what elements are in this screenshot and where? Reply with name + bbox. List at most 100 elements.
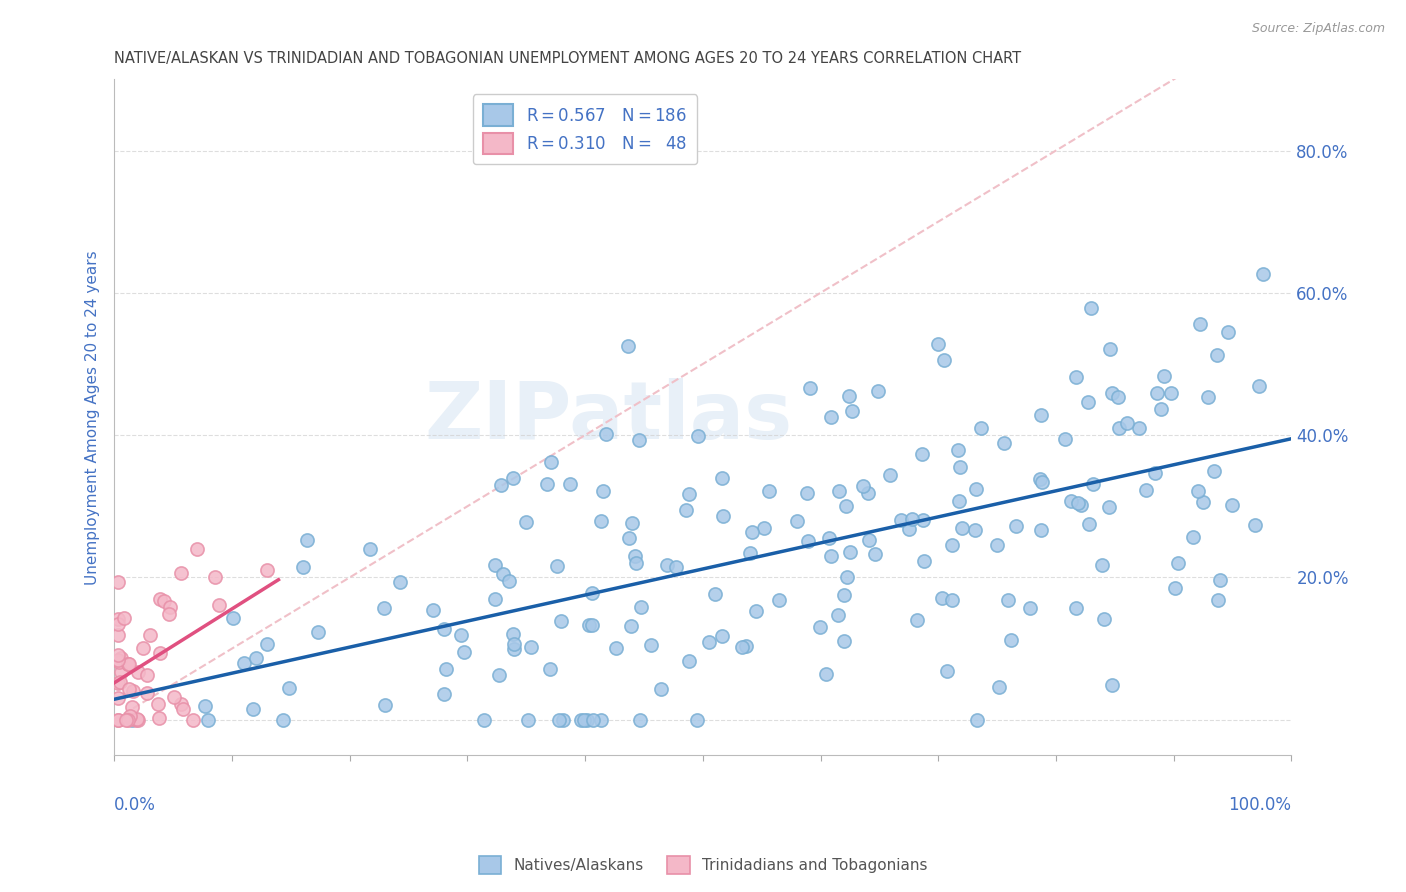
Point [1144,466,1167,480]
Point [1083,477,1105,491]
Point [834,500,856,514]
Point [838,389,860,403]
Point [127,665,149,680]
Point [796,533,818,548]
Point [879,467,901,482]
Point [472,713,495,727]
Point [1128,421,1150,435]
Point [307,625,329,640]
Point [107,690,129,705]
Point [295,533,318,547]
Point [946,442,969,457]
Point [548,713,571,727]
Point [242,702,264,716]
Point [233,656,256,670]
Point [118,657,141,671]
Point [291,560,314,574]
Point [194,698,217,713]
Point [138,628,160,642]
Point [678,487,700,501]
Point [786,514,808,528]
Point [820,410,842,425]
Point [814,666,837,681]
Point [630,599,652,614]
Point [688,429,710,443]
Point [107,612,129,626]
Point [949,459,972,474]
Point [589,514,612,528]
Point [107,628,129,642]
Point [153,593,176,607]
Point [1220,498,1243,512]
Point [488,668,510,682]
Point [901,512,924,526]
Point [517,713,540,727]
Point [741,524,763,539]
Point [540,455,562,469]
Point [1000,632,1022,647]
Legend: $\mathregular{R = 0.567}$   $\mathregular{N = 186}$, $\mathregular{R = 0.310}$  : $\mathregular{R = 0.567}$ $\mathregular{… [472,95,697,164]
Point [1209,573,1232,587]
Text: 0.0%: 0.0% [114,796,156,814]
Point [107,713,129,727]
Point [912,554,935,568]
Point [1253,267,1275,281]
Point [489,478,512,492]
Point [1153,368,1175,383]
Point [710,629,733,643]
Point [433,623,456,637]
Point [538,662,561,676]
Point [1099,343,1122,357]
Point [374,698,396,713]
Point [863,547,886,561]
Point [1098,500,1121,514]
Point [434,662,457,676]
Point [581,617,603,632]
Point [820,549,842,564]
Point [581,586,603,600]
Point [502,637,524,651]
Point [546,559,568,574]
Point [935,664,957,678]
Point [988,680,1011,694]
Point [628,433,651,447]
Point [1191,495,1213,509]
Point [963,524,986,538]
Point [256,637,278,651]
Text: Source: ZipAtlas.com: Source: ZipAtlas.com [1251,22,1385,36]
Point [273,713,295,727]
Point [433,687,456,701]
Point [1202,464,1225,478]
Point [389,575,412,590]
Point [832,588,855,602]
Point [856,485,879,500]
Point [697,635,720,649]
Point [135,668,157,682]
Point [595,426,617,441]
Point [628,713,651,727]
Point [172,702,194,716]
Point [1005,518,1028,533]
Point [558,477,581,491]
Point [678,654,700,668]
Point [148,711,170,725]
Point [927,337,949,351]
Point [502,627,524,641]
Point [1187,483,1209,498]
Point [1216,325,1239,339]
Point [950,521,973,535]
Point [1031,475,1053,489]
Point [931,591,953,606]
Point [650,682,672,697]
Point [744,604,766,618]
Point [731,640,754,654]
Point [911,513,934,527]
Point [107,655,129,669]
Point [112,611,135,625]
Point [484,592,506,607]
Point [1244,517,1267,532]
Point [620,619,643,633]
Point [569,713,592,727]
Point [758,483,780,498]
Point [827,607,849,622]
